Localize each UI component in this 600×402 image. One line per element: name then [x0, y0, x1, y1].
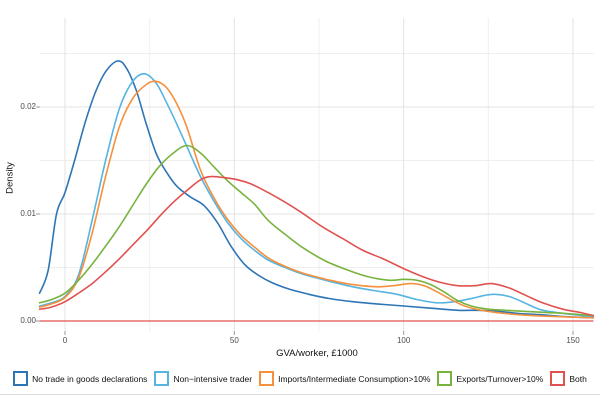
density-curve [38, 175, 595, 317]
legend-key-swatch [550, 371, 566, 386]
legend-label: Imports/Intermediate Consumption>10% [278, 373, 431, 384]
legend-key-swatch [437, 371, 453, 386]
legend-label: Both [569, 373, 587, 384]
density-curve [38, 144, 595, 317]
x-tick-label: 100 [396, 336, 411, 345]
legend-item-imports: Imports/Intermediate Consumption>10% [259, 371, 430, 386]
legend-key-swatch [154, 371, 170, 386]
y-tick-label: 0.00 [20, 316, 36, 325]
density-curve [38, 60, 595, 319]
legend-label: No trade in goods declarations [32, 373, 148, 384]
legend-item-exports: Exports/Turnover>10% [437, 371, 543, 386]
y-axis-title: Density [4, 162, 16, 194]
x-tick-label: 50 [229, 336, 239, 345]
y-tick-label: 0.02 [20, 102, 36, 111]
x-tick-label: 150 [566, 336, 580, 345]
legend-item-both: Both [550, 371, 587, 386]
x-tick-label: 0 [62, 336, 68, 345]
density-curve [38, 72, 595, 318]
x-axis-title: GVA/worker, £1000 [276, 348, 358, 359]
legend-label: Exports/Turnover>10% [456, 373, 544, 384]
legend-item-non-intensive: Non−intensive trader [154, 371, 252, 386]
legend-item-no-trade: No trade in goods declarations [13, 371, 147, 386]
legend-key-swatch [13, 371, 29, 386]
legend: No trade in goods declarations Non−inten… [0, 371, 600, 386]
y-tick-label: 0.01 [20, 209, 36, 218]
legend-key-swatch [259, 371, 275, 386]
density-curve [38, 80, 595, 319]
legend-label: Non−intensive trader [173, 373, 253, 384]
bottom-divider [0, 394, 600, 395]
